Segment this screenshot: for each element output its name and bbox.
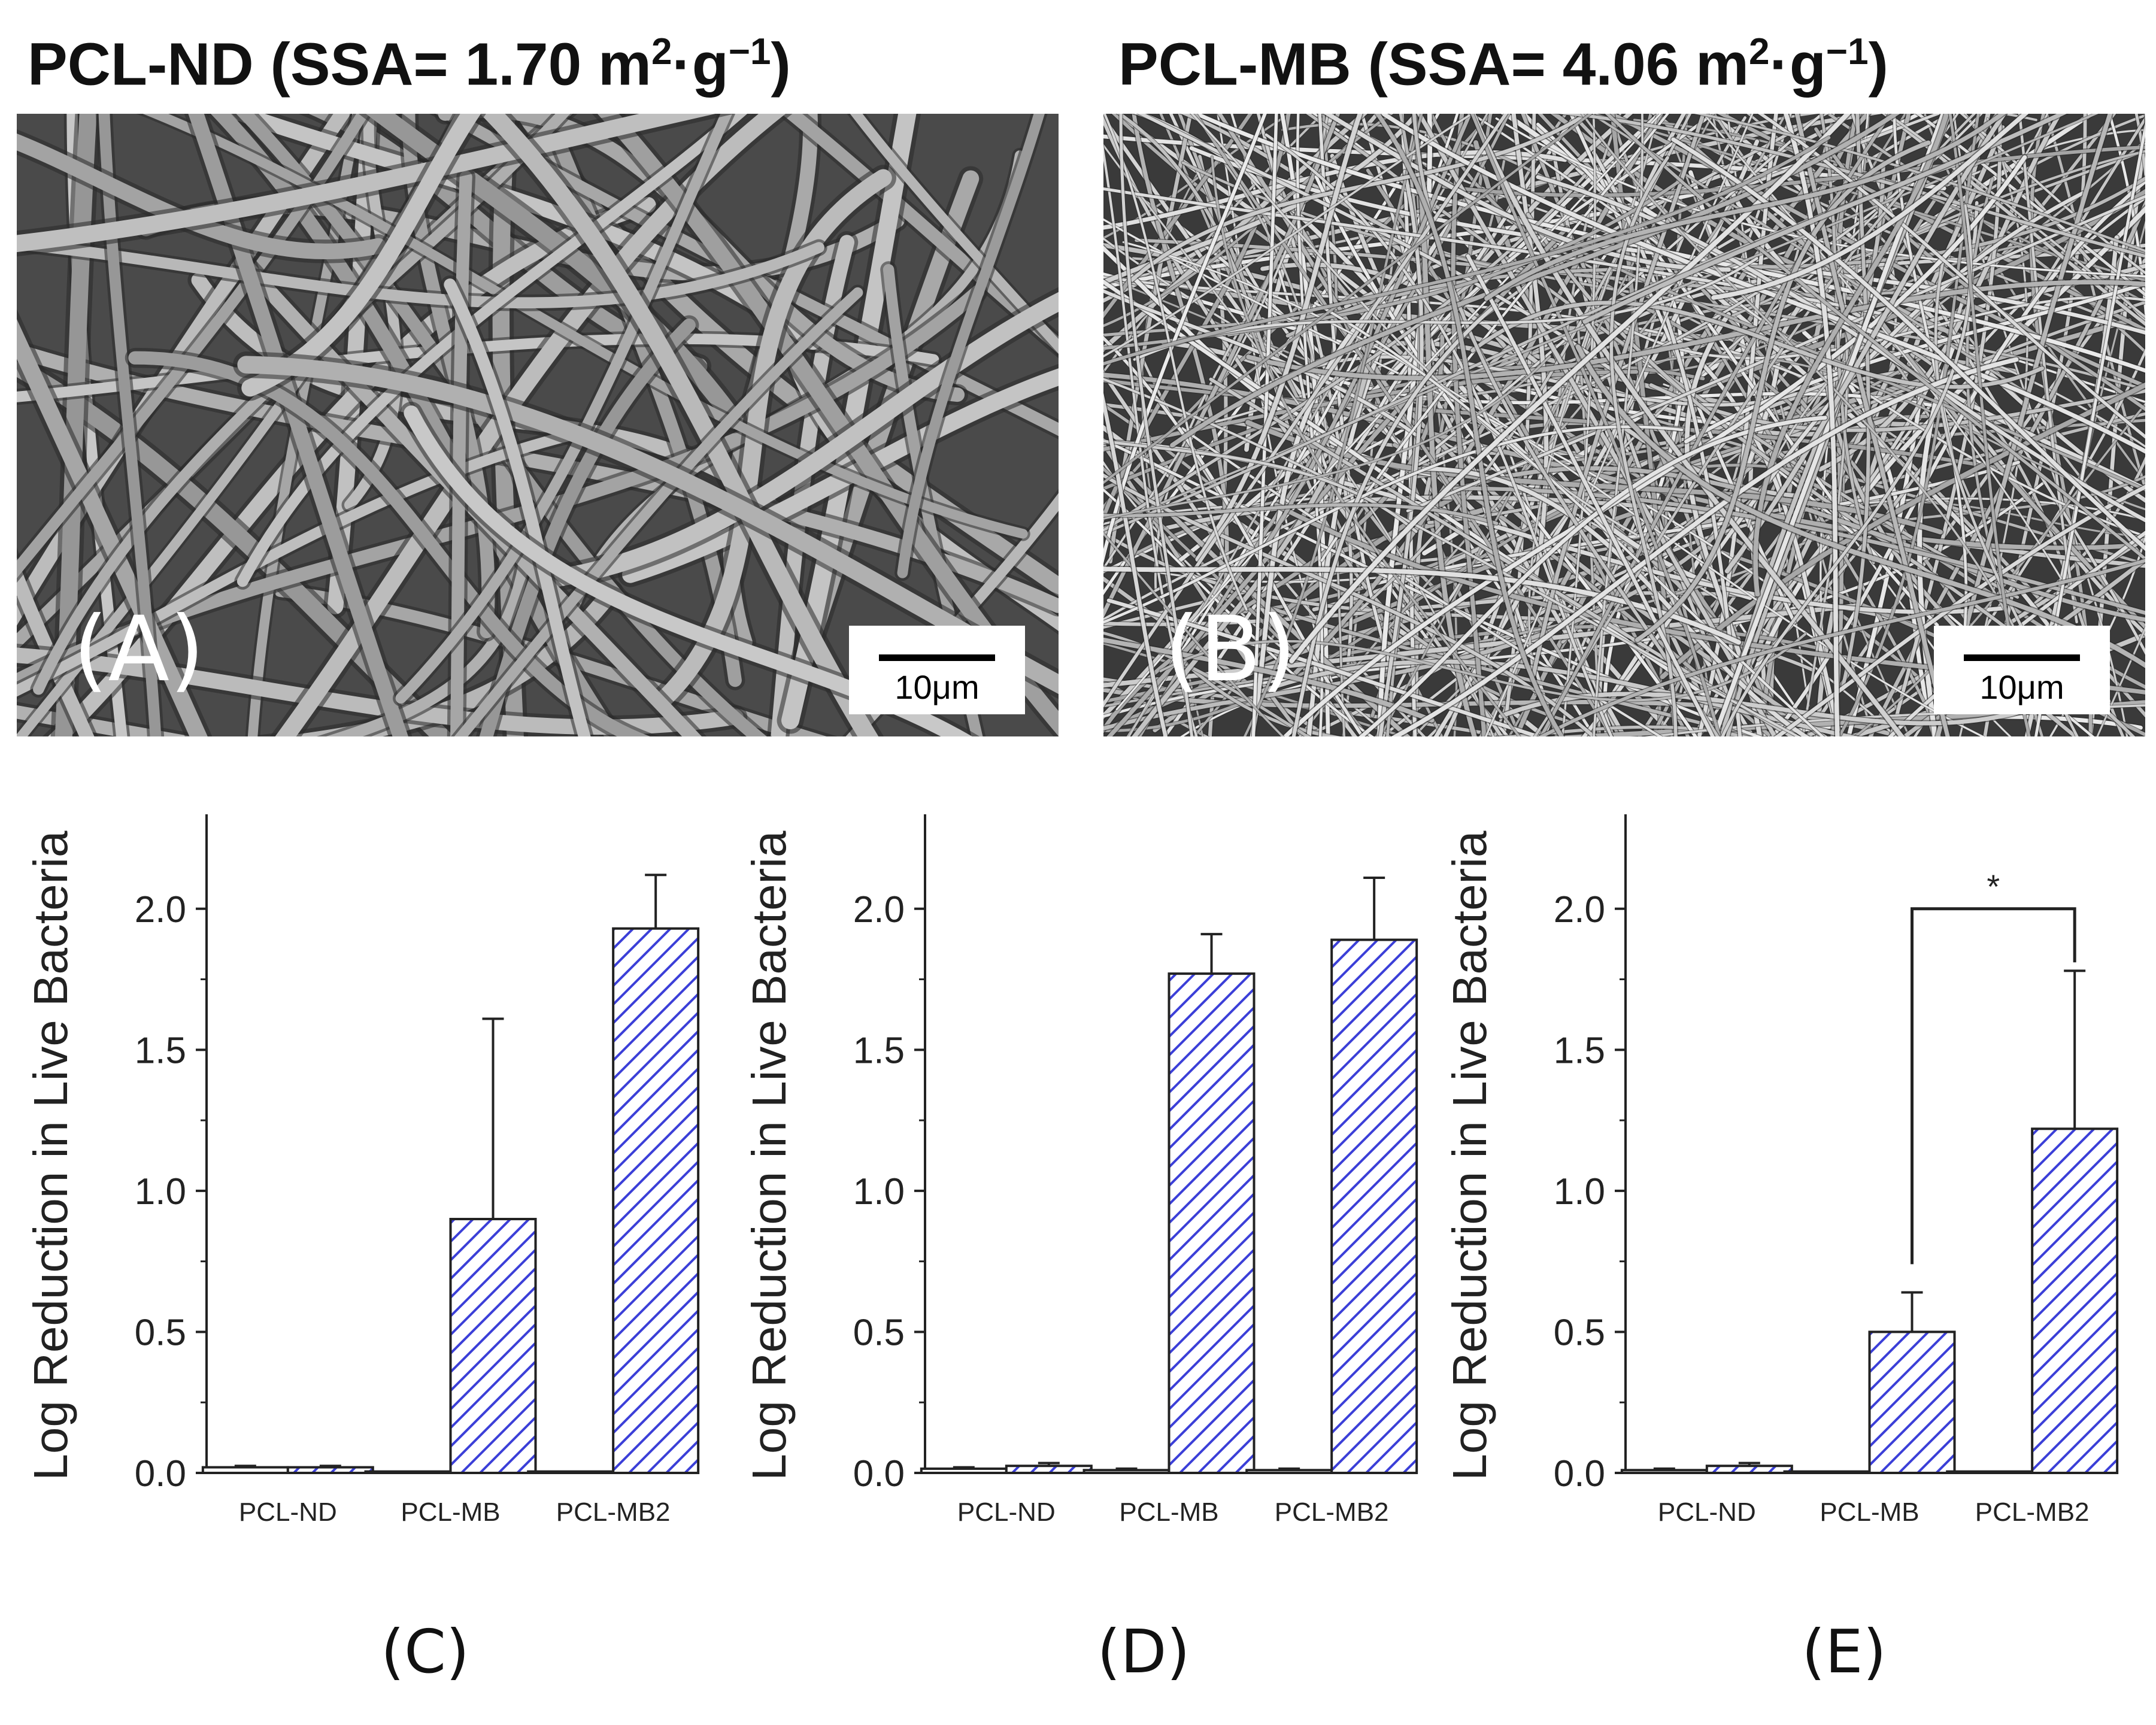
scale-bar-line-b [1964,654,2080,661]
scale-bar-line-a [879,654,995,661]
bar-hatched [1168,972,1256,1474]
x-tick-label: PCL-ND [1658,1497,1756,1527]
x-tick-label: PCL-ND [957,1497,1056,1527]
significance-bracket [1911,907,2076,1265]
scale-bar-a: 10μm [849,626,1025,714]
y-tick-label: 0.0 [853,1453,905,1494]
y-tick-label: 0.0 [135,1453,186,1494]
bar-hatched [1705,1465,1793,1474]
panel-label-b: (B) [1165,598,1296,702]
y-tick-label: 1.5 [853,1030,905,1071]
y-tick-label: 2.0 [135,889,186,930]
sem-title-b: PCL-MB (SSA= 4.06 m2·g−1) [1108,28,1899,104]
x-tick-label: PCL-MB [401,1497,500,1527]
y-tick-label: 2.0 [1554,889,1605,930]
bar-plain [201,1466,289,1474]
significance-label: * [1987,868,2000,905]
bar-plain [364,1470,452,1474]
panel-label-d: (D) [1097,1617,1190,1687]
y-tick-label: 1.5 [135,1030,186,1071]
bar-plain [1245,1469,1333,1475]
bar-hatched [1005,1465,1093,1474]
y-tick-label: 2.0 [853,889,905,930]
x-tick-label: PCL-MB [1820,1497,1919,1527]
y-axis-label: Log Reduction in Live Bacteria [24,830,77,1481]
panel-label-e: (E) [1802,1617,1887,1687]
x-tick-label: PCL-MB2 [1975,1497,2090,1527]
x-tick-label: PCL-MB2 [1275,1497,1389,1527]
y-axis-label: Log Reduction in Live Bacteria [742,830,796,1481]
x-tick-label: PCL-MB [1119,1497,1218,1527]
y-tick-label: 1.0 [135,1171,186,1212]
y-tick-label: 1.0 [1554,1171,1605,1212]
y-tick-label: 0.5 [1554,1312,1605,1353]
y-tick-label: 0.5 [853,1312,905,1353]
bar-chart-e: 0.0 0.5 1.0 1.5 2.0 Log Reduction in Live Bac… [1443,814,2119,1527]
y-tick-label: 0.5 [135,1312,186,1353]
bar-hatched [286,1466,374,1474]
y-tick-label: 1.0 [853,1171,905,1212]
sem-title-a: PCL-ND (SSA= 1.70 m2·g−1) [17,28,802,104]
x-tick-label: PCL-MB2 [556,1497,671,1527]
bar-plain [527,1470,615,1474]
bar-plain [1620,1469,1708,1475]
x-tick-label: PCL-ND [239,1497,337,1527]
fiber-texture-b [1103,114,2145,736]
bar-hatched [2031,1127,2119,1474]
bar-plain [1946,1470,2034,1474]
panel-label-a: (A) [73,598,205,702]
bar-plain [1082,1469,1171,1475]
bar-plain [1783,1470,1871,1474]
panel-label-c: (C) [381,1617,469,1687]
scale-bar-b: 10μm [1934,626,2110,714]
bar-hatched [612,927,700,1474]
bar-hatched [449,1218,537,1474]
sem-image-b [1103,114,2145,736]
bar-chart-d: 0.0 0.5 1.0 1.5 2.0 Log Reduction in Live Bac… [742,814,1418,1527]
bar-hatched [1330,938,1418,1475]
bar-hatched [1868,1330,1956,1475]
y-axis-label: Log Reduction in Live Bacteria [1443,830,1496,1481]
scale-bar-label-a: 10μm [894,668,980,706]
fiber-texture-a [17,114,1059,736]
bar-chart-c: 0.0 0.5 1.0 1.5 2.0 Log Reduction in Live Bac… [24,814,700,1527]
sem-image-a [17,114,1059,736]
scale-bar-label-b: 10μm [1979,668,2064,706]
y-tick-label: 1.5 [1554,1030,1605,1071]
y-tick-label: 0.0 [1554,1453,1605,1494]
bar-plain [920,1467,1008,1475]
